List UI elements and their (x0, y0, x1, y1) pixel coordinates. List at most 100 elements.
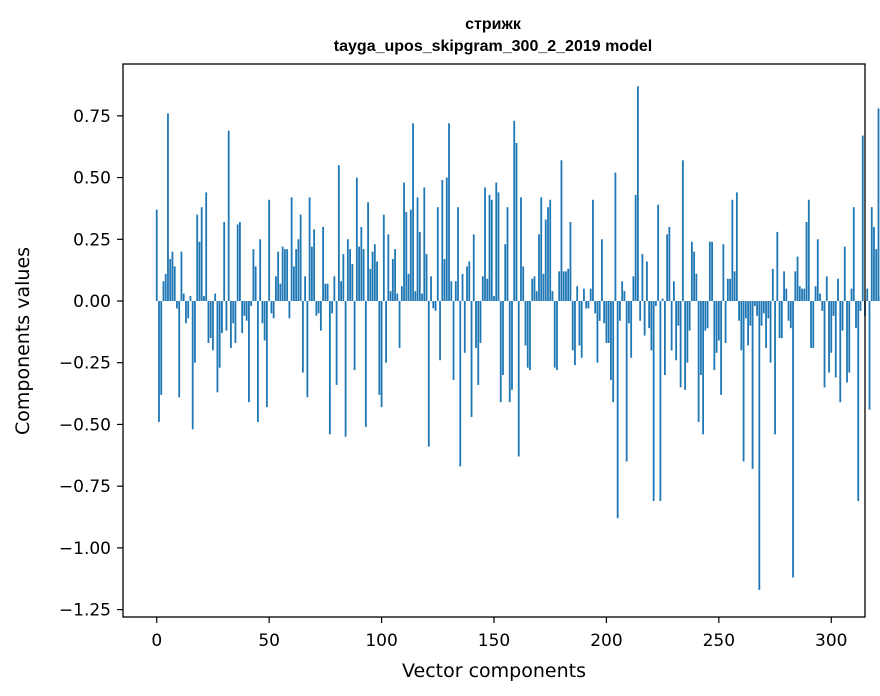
bar (742, 301, 745, 462)
bar (160, 301, 163, 395)
bar (198, 241, 201, 301)
bar (315, 301, 318, 316)
y-axis: −1.25 −1.00 −0.75 −0.50 −0.25 0.00 0.25 0.50 0.7… (59, 107, 123, 621)
bar (409, 209, 412, 301)
bar (178, 301, 181, 398)
bar (162, 281, 165, 301)
bar (796, 256, 799, 301)
bar (616, 301, 619, 519)
bar (828, 301, 830, 373)
bar (699, 301, 702, 376)
bar (272, 301, 275, 319)
y-tick-label: −1.25 (59, 601, 111, 621)
bar (185, 301, 187, 324)
bar (789, 301, 792, 329)
bar (542, 273, 545, 301)
bar (304, 276, 307, 301)
bar (450, 281, 453, 301)
bar (364, 301, 367, 427)
bars-group (155, 86, 880, 590)
bar (236, 224, 239, 301)
bar (225, 301, 228, 331)
bar (870, 207, 873, 301)
bar (371, 251, 374, 302)
bar (436, 207, 439, 301)
bar (277, 251, 280, 302)
bar (508, 301, 511, 403)
bar (414, 291, 417, 302)
bar (324, 283, 327, 301)
bar (391, 259, 394, 301)
bar (227, 130, 230, 301)
x-tick-label: 0 (151, 631, 162, 651)
bar (497, 192, 500, 301)
bar (765, 301, 767, 348)
bar (628, 301, 630, 324)
bar (319, 301, 322, 331)
bar (434, 301, 437, 311)
bar (637, 86, 639, 301)
bar (760, 301, 763, 326)
bar (610, 301, 612, 380)
bar (733, 271, 736, 301)
bar (724, 301, 727, 343)
bar (513, 120, 516, 301)
bar (612, 301, 615, 403)
bar (342, 254, 345, 301)
y-tick-label: 0.50 (73, 169, 111, 189)
bar (587, 301, 590, 309)
bar (387, 234, 390, 301)
bar (301, 301, 304, 373)
bar (167, 113, 169, 302)
bar (751, 301, 754, 469)
bar (531, 278, 534, 301)
bar (729, 278, 731, 301)
bar (538, 234, 540, 301)
bar (711, 241, 713, 301)
bar (245, 301, 248, 321)
bar (648, 301, 651, 329)
bar (632, 276, 635, 301)
bar (445, 177, 448, 301)
bar (850, 288, 853, 301)
bar (515, 143, 518, 301)
bar (731, 199, 734, 301)
bar (540, 197, 543, 301)
bar (292, 266, 295, 301)
bar (488, 194, 491, 301)
bar (762, 301, 765, 314)
bar (722, 244, 725, 301)
bar (400, 286, 403, 301)
bar (520, 197, 522, 301)
bar (650, 301, 653, 351)
bar (686, 301, 689, 363)
bar (688, 301, 691, 331)
bar (873, 226, 875, 301)
bar (472, 234, 475, 301)
bar (196, 214, 199, 301)
bar (819, 293, 821, 301)
bar (837, 278, 839, 301)
bar (254, 266, 257, 301)
bar (841, 301, 844, 331)
bar (529, 301, 531, 371)
bar (257, 301, 259, 422)
bar (290, 197, 293, 301)
bar (337, 165, 340, 301)
bar (783, 271, 785, 301)
bar (232, 301, 235, 324)
bar (877, 108, 880, 301)
bar (697, 301, 700, 422)
bar (726, 278, 729, 301)
bar (353, 301, 356, 371)
bar (522, 266, 525, 301)
bar (776, 231, 779, 302)
bar (749, 301, 752, 326)
bar (643, 301, 646, 336)
bar (565, 271, 567, 301)
bar (589, 288, 592, 301)
bar (801, 288, 803, 301)
bar (346, 239, 349, 301)
chart-title: стрижк (465, 16, 522, 33)
bar (173, 266, 176, 301)
